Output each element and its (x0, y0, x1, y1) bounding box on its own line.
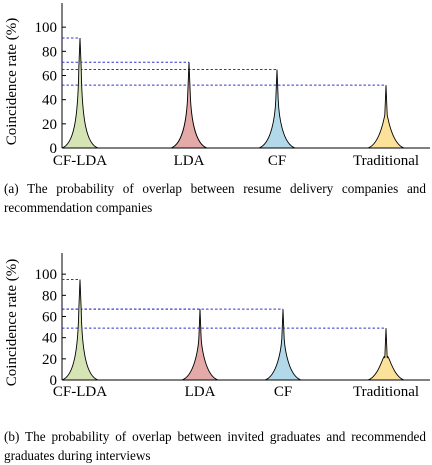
chart-b: 0 20 40 60 80 100 Coincidence rate (%) CF-LDA LD… (4, 253, 430, 400)
distribution-area (181, 309, 219, 381)
y-tick-label: 40 (42, 331, 57, 347)
distribution-area (61, 279, 99, 381)
y-tick-label: 20 (42, 117, 57, 133)
y-tick-label: 80 (42, 288, 57, 304)
caption-b: (b) The probability of overlap between i… (4, 429, 426, 463)
y-tick-label: 60 (42, 310, 57, 326)
y-tick-label: 100 (35, 20, 58, 36)
y-tick-label: 60 (42, 69, 57, 85)
x-tick-label: LDA (185, 384, 216, 400)
distribution-area (61, 38, 99, 149)
y-tick-label: 20 (42, 352, 57, 368)
chart-panel-b: 0 20 40 60 80 100 Coincidence rate (%) CF-LDA LD… (0, 233, 432, 465)
x-tick-label: CF-LDA (53, 153, 107, 169)
distribution-area (258, 69, 296, 149)
y-tick-label: 0 (50, 373, 58, 389)
y-tick-label: 80 (42, 44, 57, 60)
y-axis-label: Coincidence rate (%) (4, 18, 20, 145)
distribution-area (367, 328, 405, 381)
x-tick-label: Traditional (353, 153, 419, 169)
y-tick-label: 40 (42, 93, 57, 109)
y-axis-label: Coincidence rate (%) (4, 259, 20, 386)
x-tick-label: Traditional (353, 384, 419, 400)
distribution-area (170, 62, 208, 149)
y-tick-label: 100 (35, 267, 58, 283)
distribution-area (367, 85, 405, 149)
x-tick-label: LDA (174, 153, 205, 169)
caption-a: (a) The probability of overlap between r… (4, 181, 426, 215)
chart-a: 0 20 40 60 80 100 Coincidence rate (%) CF-LDA LD… (4, 3, 430, 169)
x-tick-label: CF (268, 153, 286, 169)
x-tick-label: CF-LDA (53, 384, 107, 400)
chart-panel-a: 0 20 40 60 80 100 Coincidence rate (%) CF-LDA LD… (0, 0, 432, 232)
y-tick-label: 0 (50, 141, 58, 157)
x-tick-label: CF (274, 384, 292, 400)
distribution-area (264, 309, 302, 381)
